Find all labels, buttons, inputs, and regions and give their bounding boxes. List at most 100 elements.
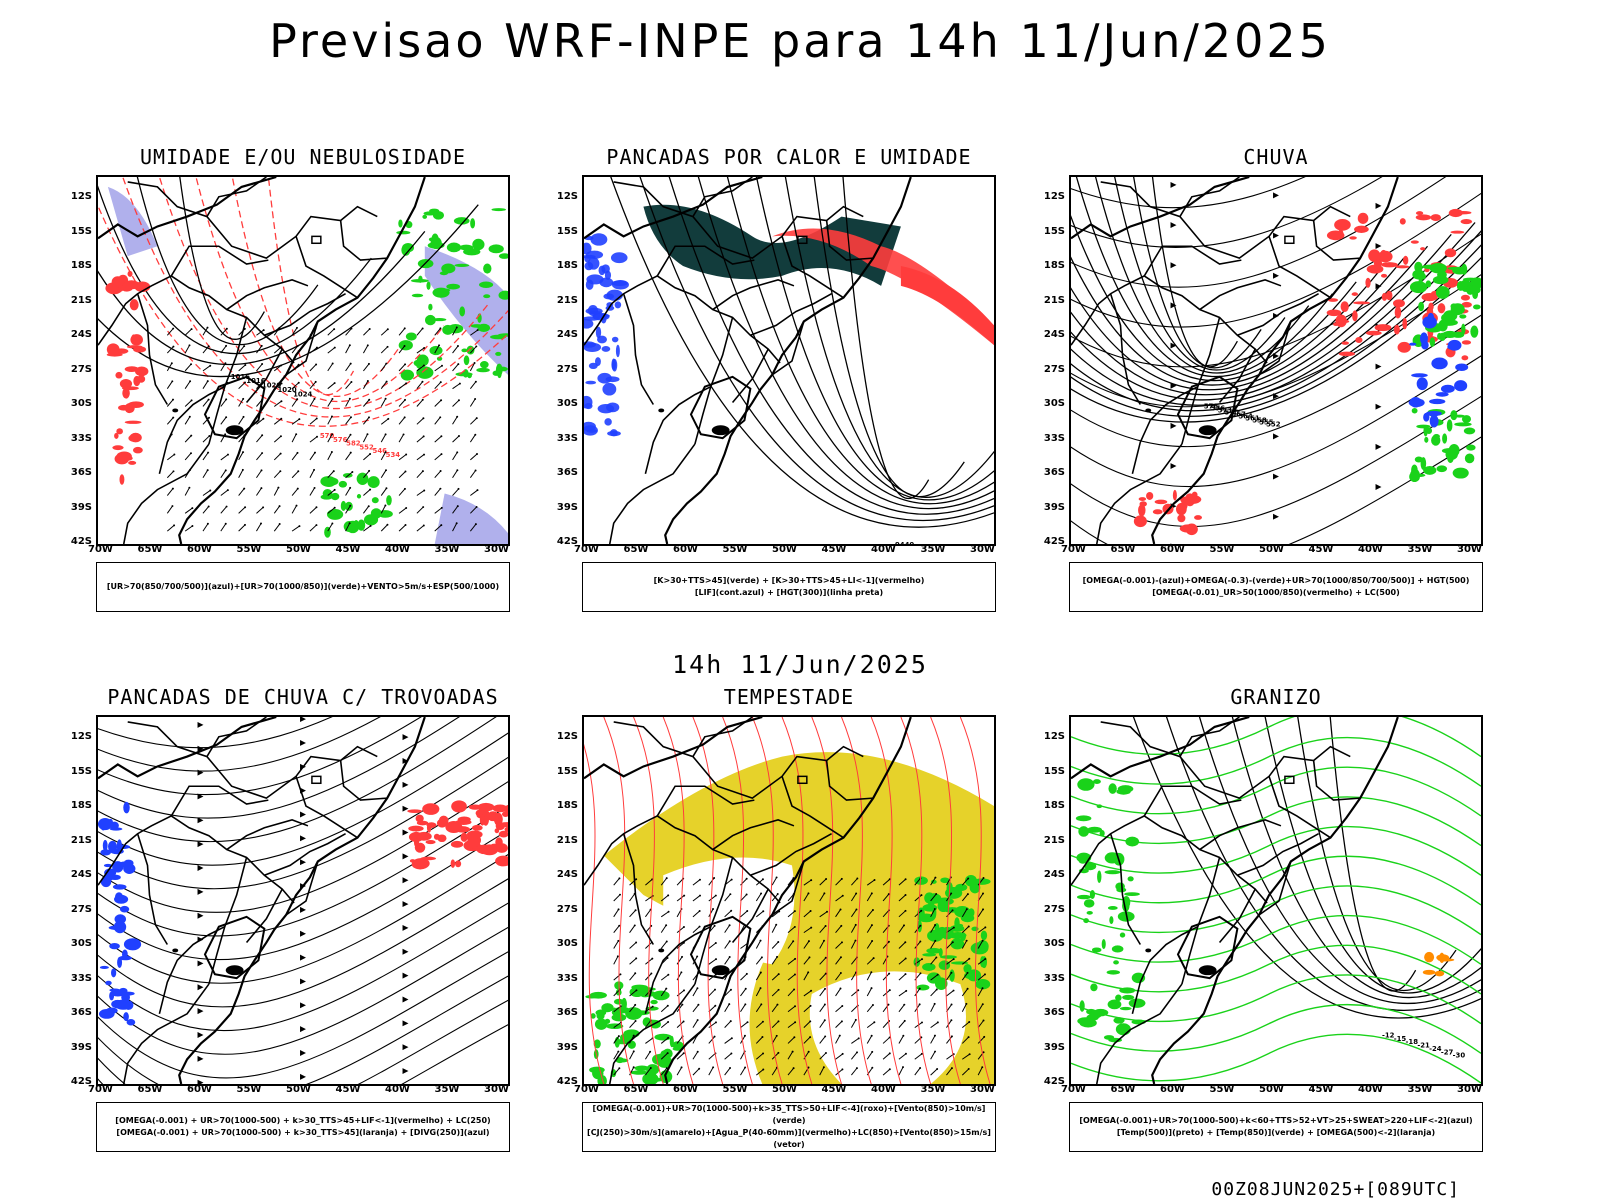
latitude-tick-label: 24S [1043,329,1065,340]
latitude-tick-label: 42S [70,536,92,547]
latitude-tick-label: 15S [70,225,92,237]
longitude-tick-label: 45W [1308,544,1334,555]
latitude-tick-label: 27S [1043,363,1065,375]
latitude-tick-label: 18S [70,260,92,271]
main-title: Previsao WRF-INPE para 14h 11/Jun/2025 [269,14,1331,68]
latitude-tick-label: 12S [70,731,92,742]
contour-label: 573 [1218,406,1233,414]
latitude-tick-label: 39S [1043,501,1065,513]
legend-line: [OMEGA(-0.001)-(azul)+OMEGA(-0.3)-(verde… [1082,576,1470,585]
latitude-tick-label: 21S [1043,834,1065,846]
longitude-tick-label: 70W [574,544,599,555]
latitude-tick-label: 27S [70,903,92,915]
contour-label: 582 [346,440,361,448]
map-area: 94409440936092809200912090409440 [582,175,996,546]
latitude-tick-label: 36S [70,1007,92,1018]
longitude-tick-label: 50W [1259,544,1284,555]
latitude-tick-label: 24S [1043,869,1065,880]
contour-label: -18 [1406,1038,1419,1046]
latitude-tick-label: 24S [556,869,578,880]
latitude-tick-label: 39S [70,1041,92,1053]
map-area [582,715,996,1086]
longitude-tick-label: 45W [335,544,361,555]
longitude-tick-label: 30W [1457,544,1482,555]
longitude-tick-label: 35W [1407,544,1433,555]
latitude-tick-label: 27S [556,363,578,375]
latitude-tick-label: 30S [70,938,92,949]
latitude-tick-label: 27S [1043,903,1065,915]
longitude-tick-label: 60W [1160,544,1185,555]
map-canvas: 94409440936092809200912090409440 [584,177,994,544]
latitude-tick-label: 30S [556,938,578,949]
legend-box: [OMEGA(-0.001)-(azul)+OMEGA(-0.3)-(verde… [1069,562,1483,612]
latitude-tick-label: 18S [70,800,92,811]
longitude-tick-label: 55W [722,544,748,555]
contour-label: 552 [359,443,374,451]
latitude-tick-label: 36S [556,1007,578,1018]
latitude-tick-label: 36S [1043,1007,1065,1018]
longitude-tick-label: 70W [88,1084,113,1095]
latitude-tick-label: 12S [1043,191,1065,202]
contour-label: 564 [1238,412,1253,420]
latitude-tick-label: 39S [70,501,92,513]
latitude-tick-label: 21S [1043,294,1065,306]
latitude-tick-label: 15S [1043,225,1065,237]
contour-label: -21 [1417,1042,1430,1050]
run-time-footer: 00Z08JUN2025+[089UTC] [1211,1179,1460,1200]
contour-label: 558 [1252,416,1267,424]
legend-line: [OMEGA(-0.001) + UR>70(1000-500) + k>30_… [116,1128,490,1137]
map-area [96,715,510,1086]
latitude-tick-label: 30S [1043,938,1065,949]
longitude-tick-label: 60W [187,544,212,555]
contour-label: 534 [386,451,401,459]
longitude-tick-label: 65W [623,544,649,555]
longitude-tick-label: 35W [1407,1084,1433,1095]
latitude-tick-label: 21S [70,294,92,306]
longitude-tick-label: 55W [722,1084,748,1095]
latitude-tick-label: 15S [556,765,578,777]
panel-title: UMIDADE E/OU NEBULOSIDADE [139,145,467,169]
longitude-tick-label: 55W [236,544,262,555]
longitude-tick-label: 55W [1209,544,1235,555]
legend-box: [K>30+TTS>45](verde) + [K>30+TTS>45+LI<-… [582,562,996,612]
legend-line: [CJ(250)>30m/s](amarelo)+[Agua_P(40-60mm… [587,1128,991,1149]
latitude-tick-label: 15S [1043,765,1065,777]
longitude-tick-label: 65W [1110,1084,1136,1095]
contour-label: 555 [1259,418,1274,426]
longitude-tick-label: 40W [385,1084,410,1095]
contour-label: 1020 [262,382,281,390]
longitude-tick-label: 45W [821,1084,847,1095]
longitude-tick-label: 55W [1209,1084,1235,1095]
legend-line: [K>30+TTS>45](verde) + [K>30+TTS>45+LI<-… [653,576,925,585]
longitude-tick-label: 40W [871,1084,896,1095]
longitude-tick-label: 65W [623,1084,649,1095]
map-canvas [584,717,994,1084]
contour-label: -27 [1441,1048,1454,1056]
map-area: -12 -15 -18 -21 -24 -27 -30 [1069,715,1483,1086]
longitude-tick-label: 70W [1061,1084,1086,1095]
legend-box: [OMEGA(-0.001)+UR>70(1000-500)+k<60+TTS>… [1069,1102,1483,1152]
longitude-tick-label: 65W [1110,544,1136,555]
panel-title: CHUVA [1243,145,1309,169]
latitude-tick-label: 24S [556,329,578,340]
longitude-tick-label: 50W [772,1084,797,1095]
longitude-tick-label: 50W [286,544,311,555]
latitude-tick-label: 30S [70,398,92,409]
longitude-tick-label: 30W [1457,1084,1482,1095]
contour-label: -30 [1453,1052,1466,1060]
latitude-tick-label: 12S [556,731,578,742]
legend-box: [OMEGA(-0.001)+UR>70(1000-500)+k>35_TTS>… [582,1102,996,1152]
longitude-tick-label: 30W [484,544,509,555]
latitude-tick-label: 21S [556,294,578,306]
longitude-tick-label: 50W [286,1084,311,1095]
latitude-tick-label: 33S [1043,432,1065,444]
latitude-tick-label: 18S [1043,800,1065,811]
contour-label: 561 [1245,414,1260,422]
legend-line: [OMEGA(-0.001) + UR>70(1000-500) + k>30_… [115,1116,491,1125]
valid-time-label: 14h 11/Jun/2025 [672,650,928,679]
longitude-tick-label: 45W [821,544,847,555]
latitude-tick-label: 12S [1043,731,1065,742]
latitude-tick-label: 30S [556,398,578,409]
latitude-tick-label: 27S [70,363,92,375]
